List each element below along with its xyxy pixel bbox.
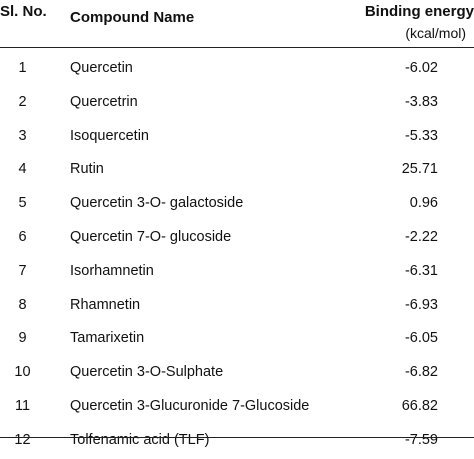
cell-compound-name: Quercetin 3-Glucuronide 7-Glucoside xyxy=(70,397,310,414)
cell-compound-name: Tamarixetin xyxy=(70,330,145,347)
table-row: 12 Tolfenamic acid (TLF) -7.59 xyxy=(0,425,474,459)
cell-binding-energy: -2.22 xyxy=(404,228,438,245)
table-row: 8 Rhamnetin -6.93 xyxy=(0,290,474,324)
cell-binding-energy: -3.83 xyxy=(404,93,438,110)
binding-energy-table: Sl. No. Compound Name Binding energy (kc… xyxy=(0,0,474,448)
cell-compound-name: Rutin xyxy=(70,161,104,178)
bottom-rule xyxy=(0,437,474,438)
cell-sl-no: 9 xyxy=(18,330,27,347)
header-sl-no: Sl. No. xyxy=(0,3,47,20)
cell-compound-name: Quercetin 3-O-Sulphate xyxy=(70,364,224,381)
table-row: 6 Quercetin 7-O- glucoside -2.22 xyxy=(0,222,474,256)
cell-sl-no: 2 xyxy=(18,93,27,110)
cell-compound-name: Quercetin 7-O- glucoside xyxy=(70,228,232,245)
cell-sl-no: 6 xyxy=(18,228,27,245)
table-body: 1 Quercetin -6.02 2 Quercetrin -3.83 3 Isoquerc… xyxy=(0,53,474,459)
cell-sl-no: 1 xyxy=(18,60,27,76)
cell-sl-no: 7 xyxy=(18,262,27,279)
cell-compound-name: Quercetin xyxy=(70,60,133,76)
header-binding-energy-unit: (kcal/mol) xyxy=(405,25,466,41)
cell-binding-energy: 66.82 xyxy=(401,397,438,414)
cell-sl-no: 8 xyxy=(18,296,27,313)
cell-sl-no: 3 xyxy=(18,127,27,144)
table-row: 10 Quercetin 3-O-Sulphate -6.82 xyxy=(0,357,474,391)
cell-compound-name: Quercetin 3-O- galactoside xyxy=(70,195,244,212)
cell-sl-no: 5 xyxy=(18,195,27,212)
table-row: 2 Quercetrin -3.83 xyxy=(0,87,474,121)
table-row: 7 Isorhamnetin -6.31 xyxy=(0,256,474,290)
cell-compound-name: Isoquercetin xyxy=(70,127,149,144)
header-binding-energy: Binding energy xyxy=(364,3,474,20)
header-rule xyxy=(0,47,474,48)
cell-binding-energy: -6.82 xyxy=(404,364,438,381)
cell-binding-energy: -6.93 xyxy=(404,296,438,313)
table-row: 3 Isoquercetin -5.33 xyxy=(0,121,474,155)
cell-binding-energy: 25.71 xyxy=(401,161,438,178)
cell-binding-energy: -6.02 xyxy=(404,60,438,76)
cell-compound-name: Rhamnetin xyxy=(70,296,141,313)
cell-sl-no: 10 xyxy=(14,364,31,381)
cell-compound-name: Quercetrin xyxy=(70,93,138,110)
cell-binding-energy: -5.33 xyxy=(404,127,438,144)
table-row: 5 Quercetin 3-O- galactoside 0.96 xyxy=(0,188,474,222)
table-header: Sl. No. Compound Name Binding energy (kc… xyxy=(0,0,474,47)
table-row: 1 Quercetin -6.02 xyxy=(0,53,474,87)
cell-binding-energy: -6.05 xyxy=(404,330,438,347)
cell-binding-energy: 0.96 xyxy=(409,195,438,212)
cell-sl-no: 4 xyxy=(18,161,27,178)
header-compound-name: Compound Name xyxy=(70,9,195,26)
cell-compound-name: Isorhamnetin xyxy=(70,262,154,279)
cell-sl-no: 11 xyxy=(14,397,31,414)
table-row: 9 Tamarixetin -6.05 xyxy=(0,323,474,357)
cell-binding-energy: -6.31 xyxy=(404,262,438,279)
table-row: 11 Quercetin 3-Glucuronide 7-Glucoside 66.… xyxy=(0,391,474,425)
table-row: 4 Rutin 25.71 xyxy=(0,154,474,188)
